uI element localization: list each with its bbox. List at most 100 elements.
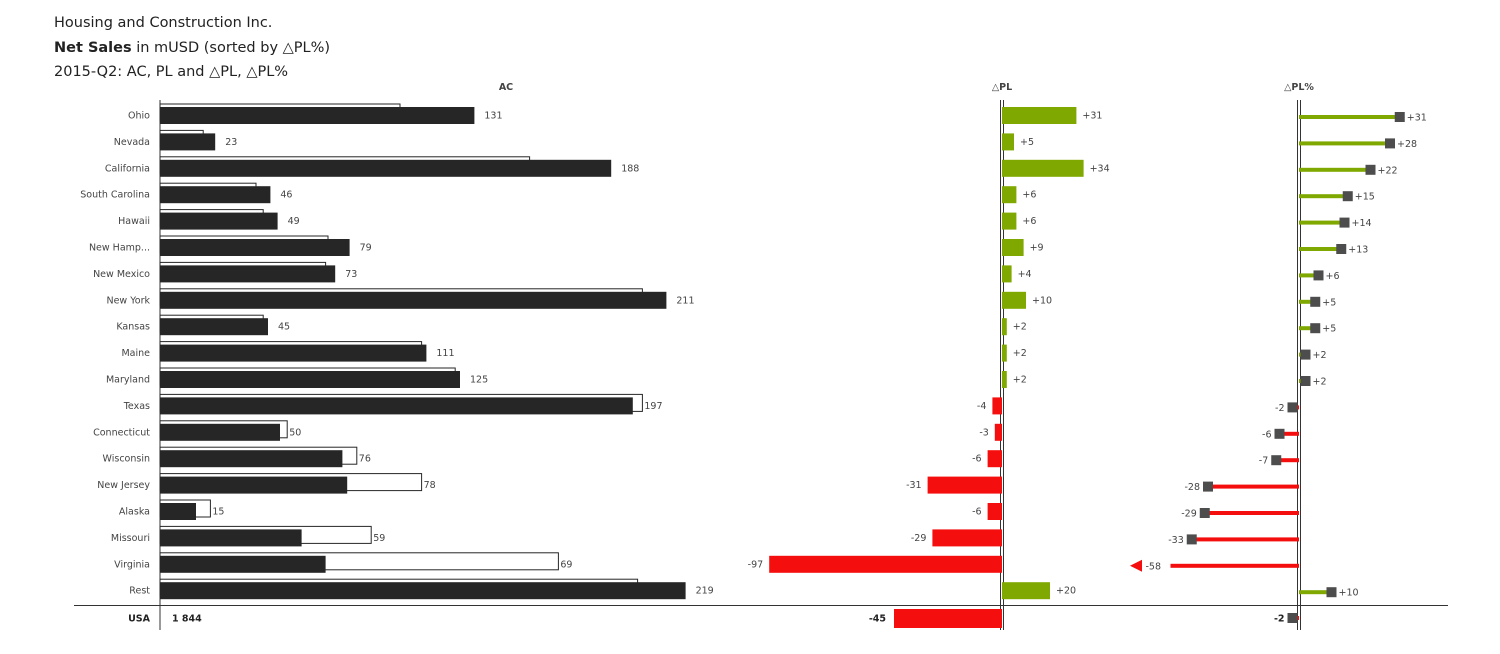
ac-value-label: 59 [373,533,385,544]
category-label: California [105,163,150,174]
dplp-marker [1300,349,1311,360]
total-dplp-marker [1287,613,1298,623]
category-label: Virginia [114,559,150,570]
dpl-value-label: +2 [1013,322,1027,333]
dplp-stick [1299,141,1390,146]
dplp-marker [1287,402,1298,413]
dplp-stick [1170,563,1299,568]
ac-value-label: 49 [288,216,300,227]
ac-bar [160,186,271,204]
dplp-marker [1310,323,1321,334]
dplp-value-label: -2 [1275,403,1284,414]
category-label: Nevada [114,137,150,148]
dplp-marker [1203,481,1213,492]
dpl-bar [1002,107,1077,124]
dpl-value-label: -3 [979,427,988,438]
ac-value-label: 131 [484,111,502,122]
measure-unit: in mUSD (sorted by △PL%) [131,40,331,56]
ac-value-label: 45 [278,322,290,333]
dplp-value-label: +2 [1313,350,1327,361]
column-header-dplp: △PL% [1284,82,1314,93]
ac-value-label: 79 [360,243,372,254]
dpl-bar [1002,318,1007,336]
ac-value-label: 197 [644,401,662,412]
dplp-value-label: -29 [1181,509,1197,520]
dpl-value-label: +9 [1030,243,1044,254]
dpl-bar [987,450,1002,468]
dpl-value-label: +4 [1018,269,1032,280]
ac-value-label: 76 [359,454,371,465]
category-label: Ohio [128,111,150,122]
dpl-bar [1002,291,1026,309]
dpl-value-label: -6 [972,454,981,465]
dpl-value-label: +2 [1013,348,1027,359]
ac-bar [160,450,343,468]
dpl-bar [1002,265,1012,283]
category-label: Maryland [106,375,150,386]
dplp-value-label: +2 [1313,377,1327,388]
category-label: Texas [123,401,150,412]
dpl-value-label: +6 [1022,216,1036,227]
dpl-value-label: +2 [1013,375,1027,386]
dpl-bar [932,529,1002,547]
column-header-dpl: △PL [992,82,1012,93]
dpl-value-label: -29 [911,533,927,544]
dplp-stick [1276,458,1299,463]
dplp-stick [1299,299,1316,304]
category-label: Kansas [116,322,150,333]
dpl-bar [1002,159,1084,177]
column-header-ac: AC [499,82,513,93]
category-label: Rest [129,586,150,597]
total-dplp-value: -2 [1274,614,1285,625]
dplp-value-label: +5 [1322,324,1336,335]
dpl-bar [1002,186,1017,204]
category-label: Connecticut [93,427,150,438]
dplp-stick [1279,431,1299,436]
category-label: Missouri [111,533,150,544]
dplp-stick [1299,326,1316,331]
ac-value-label: 73 [345,269,357,280]
dplp-value-label: +22 [1378,165,1398,176]
dpl-bar [1002,344,1007,362]
dpl-value-label: -6 [972,507,981,518]
dplp-value-label: +31 [1407,113,1427,124]
company-title: Housing and Construction Inc. [54,15,273,31]
dplp-marker [1186,534,1197,545]
total-dpl-bar [894,609,1002,628]
dpl-bar [994,423,1002,441]
dpl-value-label: +6 [1022,190,1036,201]
dpl-value-label: +20 [1056,586,1076,597]
measure-name: Net Sales [54,40,132,56]
total-dpl-value: -45 [869,614,886,625]
ac-value-label: 188 [621,163,639,174]
dplp-value-label: -33 [1168,535,1184,546]
dpl-bar [1002,582,1050,600]
total-ac-value: 1 844 [172,614,202,625]
dplp-marker [1271,455,1282,466]
dplp-marker [1394,112,1405,122]
total-label: USA [128,614,151,625]
dpl-value-label: -31 [906,480,922,491]
ac-bar [160,107,475,124]
dpl-value-label: +5 [1020,137,1034,148]
ac-value-label: 125 [470,375,488,386]
dplp-value-label: -7 [1259,456,1268,467]
dplp-value-label: +14 [1352,218,1372,229]
dplp-marker [1385,138,1395,149]
dplp-marker [1326,587,1337,598]
dplp-stick [1299,273,1319,278]
dplp-value-label: +28 [1397,139,1417,150]
dplp-stick [1191,537,1299,542]
ac-bar [160,318,268,336]
ac-bar [160,212,278,230]
ac-bar [160,159,612,177]
dplp-value-label: +10 [1339,588,1359,599]
ac-value-label: 111 [436,348,454,359]
ac-bar [160,423,280,441]
category-label: New Hamp... [89,243,150,254]
dpl-bar [769,555,1002,573]
dplp-stick [1299,167,1371,172]
ac-bar [160,291,667,309]
dplp-stick [1299,590,1332,595]
